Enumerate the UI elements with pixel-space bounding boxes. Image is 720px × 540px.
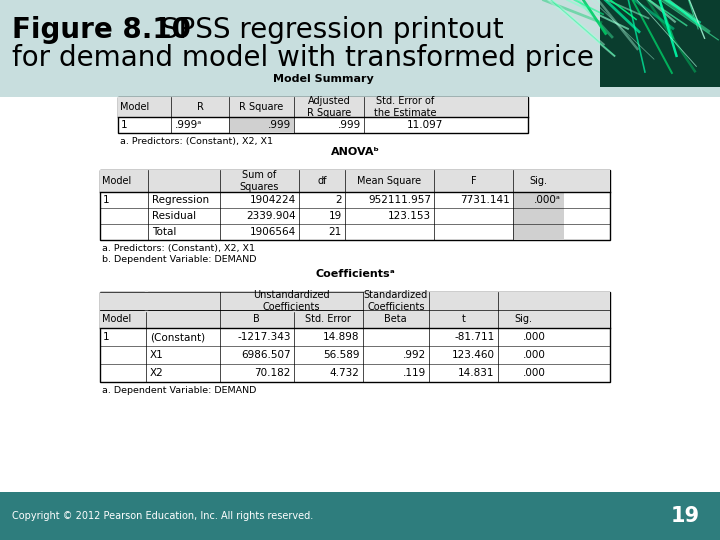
Text: -1217.343: -1217.343 <box>238 332 291 342</box>
Text: 1906564: 1906564 <box>250 227 296 237</box>
Text: Residual: Residual <box>153 211 197 221</box>
Text: Mean Square: Mean Square <box>357 176 421 186</box>
Text: 2: 2 <box>336 195 342 205</box>
Text: Regression: Regression <box>153 195 210 205</box>
Text: Figure 8.10: Figure 8.10 <box>12 16 191 44</box>
Text: for demand model with transformed price: for demand model with transformed price <box>12 44 594 72</box>
Bar <box>600 0 720 87</box>
Bar <box>100 170 610 192</box>
Text: a. Dependent Variable: DEMAND: a. Dependent Variable: DEMAND <box>102 386 256 395</box>
Text: Beta: Beta <box>384 314 407 324</box>
Bar <box>100 170 610 240</box>
Text: 4.732: 4.732 <box>330 368 360 378</box>
Text: Std. Error: Std. Error <box>305 314 351 324</box>
Text: X1: X1 <box>150 350 163 360</box>
Text: 21: 21 <box>328 227 342 237</box>
Text: Total: Total <box>153 227 177 237</box>
Text: .999ᵃ: .999ᵃ <box>175 120 202 130</box>
Text: Copyright © 2012 Pearson Education, Inc. All rights reserved.: Copyright © 2012 Pearson Education, Inc.… <box>12 511 313 521</box>
Text: Model Summary: Model Summary <box>273 74 374 84</box>
Text: .992: .992 <box>402 350 426 360</box>
Bar <box>100 292 610 382</box>
Text: 56.589: 56.589 <box>323 350 360 360</box>
Bar <box>118 97 528 117</box>
Text: 14.831: 14.831 <box>459 368 495 378</box>
Text: Model: Model <box>102 314 131 324</box>
Text: .000: .000 <box>523 350 546 360</box>
Text: 19: 19 <box>671 506 700 526</box>
Text: .000ᵃ: .000ᵃ <box>534 195 561 205</box>
Text: 2339.904: 2339.904 <box>246 211 296 221</box>
Text: 7731.141: 7731.141 <box>460 195 510 205</box>
Text: R Square: R Square <box>239 102 284 112</box>
Text: 952111.957: 952111.957 <box>368 195 431 205</box>
Text: F: F <box>471 176 477 186</box>
Bar <box>100 292 610 328</box>
Text: 1: 1 <box>121 120 127 130</box>
Text: Std. Error of
the Estimate: Std. Error of the Estimate <box>374 96 436 118</box>
Text: (Constant): (Constant) <box>150 332 205 342</box>
Text: 11.097: 11.097 <box>407 120 443 130</box>
Text: 6986.507: 6986.507 <box>241 350 291 360</box>
Text: .000: .000 <box>523 332 546 342</box>
Text: B: B <box>253 314 260 324</box>
Text: df: df <box>317 176 327 186</box>
Bar <box>513 170 564 240</box>
Text: Model: Model <box>102 176 131 186</box>
Text: 1: 1 <box>103 332 109 342</box>
Text: Unstandardized
Coefficients: Unstandardized Coefficients <box>253 290 330 312</box>
Bar <box>118 97 528 133</box>
Text: ANOVAᵇ: ANOVAᵇ <box>330 147 379 157</box>
Text: 70.182: 70.182 <box>254 368 291 378</box>
Text: .119: .119 <box>402 368 426 378</box>
Bar <box>0 97 720 492</box>
Text: 1904224: 1904224 <box>250 195 296 205</box>
Text: Sig.: Sig. <box>530 176 548 186</box>
Text: a. Predictors: (Constant), X2, X1: a. Predictors: (Constant), X2, X1 <box>120 137 273 146</box>
Text: X2: X2 <box>150 368 163 378</box>
Bar <box>229 97 294 133</box>
Text: a. Predictors: (Constant), X2, X1: a. Predictors: (Constant), X2, X1 <box>102 244 255 253</box>
Text: .999: .999 <box>268 120 292 130</box>
Text: .999: .999 <box>338 120 361 130</box>
Text: t: t <box>462 314 465 324</box>
Bar <box>0 492 720 540</box>
Text: .000: .000 <box>523 368 546 378</box>
Text: Sum of
Squares: Sum of Squares <box>240 170 279 192</box>
Text: 19: 19 <box>328 211 342 221</box>
Text: -81.711: -81.711 <box>454 332 495 342</box>
Text: Adjusted
R Square: Adjusted R Square <box>307 96 351 118</box>
Text: Sig.: Sig. <box>514 314 532 324</box>
Text: 1: 1 <box>103 195 109 205</box>
Text: b. Dependent Variable: DEMAND: b. Dependent Variable: DEMAND <box>102 255 256 264</box>
Text: 123.460: 123.460 <box>452 350 495 360</box>
Text: Model: Model <box>120 102 149 112</box>
Text: 14.898: 14.898 <box>323 332 360 342</box>
Text: Standardized
Coefficients: Standardized Coefficients <box>364 290 428 312</box>
Text: Coefficientsᵃ: Coefficientsᵃ <box>315 269 395 279</box>
Text: 123.153: 123.153 <box>388 211 431 221</box>
Text: R: R <box>197 102 204 112</box>
Text: SPSS regression printout: SPSS regression printout <box>152 16 503 44</box>
